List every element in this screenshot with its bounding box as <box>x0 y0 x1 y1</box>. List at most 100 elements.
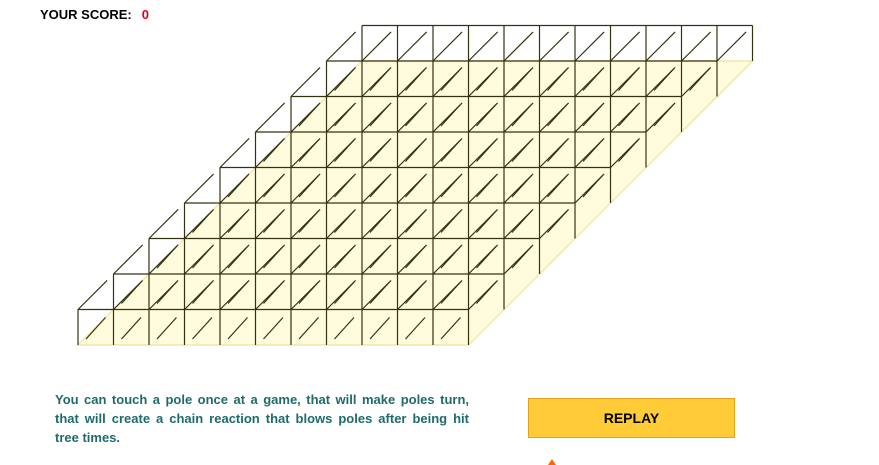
pole-brace <box>290 279 321 310</box>
pole[interactable] <box>504 208 570 274</box>
pole[interactable] <box>575 31 641 97</box>
pole[interactable] <box>575 24 612 62</box>
replay-button[interactable]: REPLAY <box>528 398 735 438</box>
pole-tick <box>156 317 177 340</box>
pole[interactable] <box>149 279 215 345</box>
pole[interactable] <box>504 137 570 203</box>
pole[interactable] <box>717 24 754 62</box>
pole[interactable] <box>184 279 250 345</box>
pole[interactable] <box>220 279 286 345</box>
pole-brace <box>645 31 676 62</box>
pole-brace <box>468 137 499 168</box>
pole[interactable] <box>77 279 108 345</box>
pole-brace <box>432 279 463 310</box>
pole-brace <box>184 208 215 239</box>
pole[interactable] <box>504 24 541 62</box>
pole[interactable] <box>149 208 215 274</box>
pole-brace <box>290 244 321 275</box>
pole-brace <box>539 208 570 239</box>
game-board[interactable] <box>0 0 879 380</box>
pole-brace <box>397 279 428 310</box>
pole-field[interactable] <box>77 24 754 346</box>
pole-brace <box>255 244 286 275</box>
pole-brace <box>361 173 392 204</box>
pole-tick <box>298 317 319 340</box>
pole-brace <box>219 137 250 168</box>
pole[interactable] <box>397 244 463 310</box>
pole-brace <box>361 208 392 239</box>
pole[interactable] <box>78 279 144 345</box>
pole[interactable] <box>397 279 463 345</box>
pole[interactable] <box>183 173 215 239</box>
pole[interactable] <box>468 208 534 274</box>
pole-brace <box>290 137 321 168</box>
pole-brace <box>113 244 144 275</box>
pole-tick <box>263 317 284 340</box>
pole-brace <box>468 244 499 275</box>
pole[interactable] <box>539 24 576 62</box>
pole-tick <box>121 317 142 340</box>
pole[interactable] <box>291 244 357 310</box>
pole[interactable] <box>362 279 428 345</box>
pole-brace <box>148 208 179 239</box>
pole[interactable] <box>325 31 357 97</box>
pole[interactable] <box>113 244 179 310</box>
pole[interactable] <box>112 244 144 310</box>
pole[interactable] <box>148 208 179 274</box>
pole-tick <box>85 317 106 340</box>
pole-brace <box>432 66 463 97</box>
pole-brace <box>255 137 286 168</box>
pole[interactable] <box>326 137 392 203</box>
pole-brace <box>326 102 357 133</box>
pole-brace <box>326 244 357 275</box>
pole-brace <box>361 66 392 97</box>
pole-brace <box>574 31 605 62</box>
pole-brace <box>219 244 250 275</box>
pole[interactable] <box>184 244 250 310</box>
pole-brace <box>574 66 605 97</box>
instructions-text: You can touch a pole once at a game, tha… <box>55 392 469 445</box>
pole-brace <box>326 173 357 204</box>
pole-brace <box>255 173 286 204</box>
pole[interactable] <box>433 279 499 345</box>
pole[interactable] <box>397 24 434 62</box>
pole-brace <box>574 137 605 168</box>
score-display: YOUR SCORE: 0 <box>40 7 149 22</box>
pole[interactable] <box>646 24 683 62</box>
pole[interactable] <box>291 279 357 345</box>
pole-tick <box>192 317 213 340</box>
pole[interactable] <box>610 24 647 62</box>
pole[interactable] <box>362 137 428 203</box>
pole[interactable] <box>575 137 641 203</box>
pole-brace <box>645 66 676 97</box>
pole-brace <box>184 279 215 310</box>
pole[interactable] <box>362 244 428 310</box>
pole-tick <box>227 317 248 340</box>
pole-brace <box>468 173 499 204</box>
pole[interactable] <box>681 24 718 62</box>
pole[interactable] <box>468 31 534 97</box>
pole[interactable] <box>254 102 286 168</box>
pole-brace <box>397 31 428 62</box>
cursor-arrow-icon <box>548 459 556 465</box>
pole[interactable] <box>255 137 321 203</box>
pole[interactable] <box>468 24 505 62</box>
pole[interactable] <box>290 66 321 132</box>
pole-brace <box>610 66 641 97</box>
pole[interactable] <box>433 24 470 62</box>
pole-brace <box>397 244 428 275</box>
pole[interactable] <box>468 66 534 132</box>
pole[interactable] <box>362 24 399 62</box>
pole-brace <box>361 137 392 168</box>
pole[interactable] <box>326 279 392 345</box>
pole[interactable] <box>219 137 250 203</box>
pole-brace <box>397 208 428 239</box>
pole-brace <box>397 102 428 133</box>
pole-tick <box>334 317 355 340</box>
pole[interactable] <box>113 279 179 345</box>
pole[interactable] <box>255 279 321 345</box>
pole-brace <box>503 137 534 168</box>
pole-brace <box>326 137 357 168</box>
pole[interactable] <box>539 102 605 168</box>
pole-brace <box>290 66 321 97</box>
